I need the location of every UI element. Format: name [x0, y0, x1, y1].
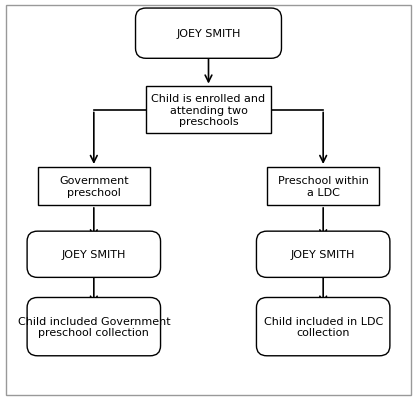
- FancyBboxPatch shape: [146, 87, 271, 133]
- Text: Child included in LDC
collection: Child included in LDC collection: [264, 316, 383, 338]
- FancyBboxPatch shape: [267, 168, 379, 205]
- Text: JOEY SMITH: JOEY SMITH: [62, 250, 126, 259]
- Text: Child included Government
preschool collection: Child included Government preschool coll…: [18, 316, 170, 338]
- FancyBboxPatch shape: [256, 298, 390, 356]
- Text: Child is enrolled and
attending two
preschools: Child is enrolled and attending two pres…: [151, 94, 266, 127]
- FancyBboxPatch shape: [27, 298, 161, 356]
- FancyBboxPatch shape: [27, 232, 161, 277]
- FancyBboxPatch shape: [38, 168, 150, 205]
- Text: JOEY SMITH: JOEY SMITH: [291, 250, 355, 259]
- Text: JOEY SMITH: JOEY SMITH: [176, 29, 241, 39]
- Text: Government
preschool: Government preschool: [59, 176, 128, 197]
- FancyBboxPatch shape: [136, 9, 281, 59]
- FancyBboxPatch shape: [256, 232, 390, 277]
- Text: Preschool within
a LDC: Preschool within a LDC: [278, 176, 369, 197]
